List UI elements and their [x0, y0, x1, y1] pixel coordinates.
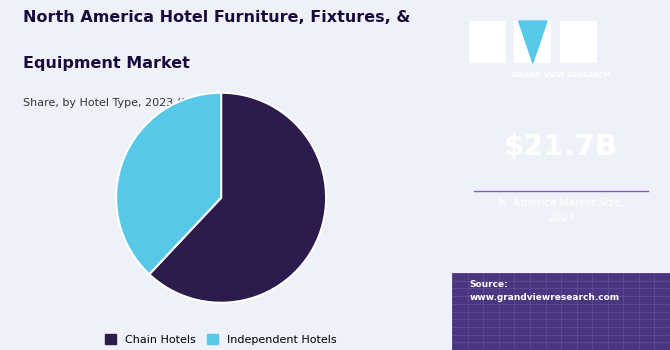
FancyBboxPatch shape [560, 21, 597, 63]
Text: Share, by Hotel Type, 2023 (%): Share, by Hotel Type, 2023 (%) [23, 98, 196, 108]
Wedge shape [149, 93, 326, 303]
Legend: Chain Hotels, Independent Hotels: Chain Hotels, Independent Hotels [101, 330, 341, 350]
FancyBboxPatch shape [452, 273, 670, 350]
Text: North America Hotel Furniture, Fixtures, &: North America Hotel Furniture, Fixtures,… [23, 10, 410, 26]
FancyBboxPatch shape [468, 21, 506, 63]
Text: GRAND VIEW RESEARCH: GRAND VIEW RESEARCH [512, 72, 610, 78]
Text: $21.7B: $21.7B [504, 133, 618, 161]
FancyBboxPatch shape [515, 21, 551, 63]
Polygon shape [519, 21, 547, 63]
Wedge shape [116, 93, 221, 274]
Text: Source:
www.grandviewresearch.com: Source: www.grandviewresearch.com [470, 280, 620, 301]
Text: N. America Market Size,
2023: N. America Market Size, 2023 [498, 198, 624, 223]
Text: Equipment Market: Equipment Market [23, 56, 190, 71]
